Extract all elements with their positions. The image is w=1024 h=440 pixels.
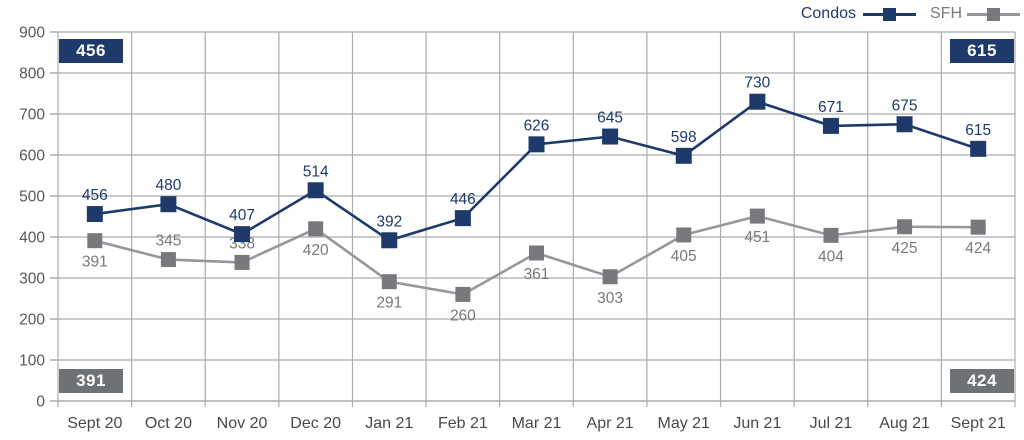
callout-last-sfh: 424 bbox=[950, 369, 1014, 393]
y-tick-label: 800 bbox=[19, 66, 45, 83]
sfh-data-label: 303 bbox=[597, 290, 623, 307]
condos-data-label: 671 bbox=[818, 99, 844, 116]
sfh-marker bbox=[529, 245, 544, 261]
condos-data-label: 514 bbox=[303, 163, 329, 180]
condos-marker bbox=[749, 93, 766, 110]
condos-data-label: 480 bbox=[155, 177, 181, 194]
sfh-marker bbox=[160, 252, 176, 268]
condos-marker bbox=[381, 232, 398, 249]
sfh-data-label: 404 bbox=[818, 248, 844, 265]
sfh-marker bbox=[897, 219, 913, 235]
y-tick-label: 300 bbox=[19, 271, 45, 288]
sfh-data-label: 424 bbox=[965, 240, 991, 257]
condos-data-label: 407 bbox=[229, 207, 255, 224]
condos-marker bbox=[675, 147, 692, 164]
sfh-marker bbox=[676, 227, 692, 243]
sfh-data-label: 391 bbox=[82, 254, 108, 271]
x-tick-label: Dec 20 bbox=[290, 415, 341, 432]
x-tick-label: Feb 21 bbox=[438, 415, 488, 432]
y-tick-label: 400 bbox=[19, 230, 45, 247]
condos-data-label: 598 bbox=[671, 129, 697, 146]
y-tick-label: 700 bbox=[19, 107, 45, 124]
sfh-marker bbox=[823, 227, 839, 243]
condos-marker bbox=[602, 128, 619, 145]
condos-legend-marker-icon bbox=[863, 7, 916, 21]
sfh-data-label: 345 bbox=[155, 233, 181, 250]
sfh-data-label: 451 bbox=[744, 229, 770, 246]
y-tick-label: 200 bbox=[19, 312, 45, 329]
sfh-marker bbox=[749, 208, 765, 224]
condos-marker bbox=[528, 136, 545, 153]
condos-data-label: 456 bbox=[82, 187, 108, 204]
sfh-marker bbox=[455, 286, 471, 302]
sfh-marker bbox=[381, 274, 397, 290]
condos-data-label: 675 bbox=[892, 97, 918, 114]
sfh-data-label: 420 bbox=[303, 242, 329, 259]
x-tick-label: Apr 21 bbox=[587, 415, 634, 432]
sfh-marker bbox=[970, 219, 986, 235]
y-tick-label: 500 bbox=[19, 189, 45, 206]
condos-data-label: 392 bbox=[376, 213, 402, 230]
x-tick-label: May 21 bbox=[657, 415, 710, 432]
condos-marker bbox=[896, 116, 913, 133]
condos-data-label: 446 bbox=[450, 191, 476, 208]
x-tick-label: Sept 20 bbox=[67, 415, 122, 432]
condos-marker bbox=[160, 196, 177, 213]
x-tick-label: Oct 20 bbox=[145, 415, 192, 432]
sfh-data-label: 405 bbox=[671, 248, 697, 265]
legend-label-sfh: SFH bbox=[930, 5, 962, 22]
sfh-marker bbox=[308, 221, 324, 237]
condos-marker bbox=[454, 210, 471, 227]
condos-data-label: 615 bbox=[965, 122, 991, 139]
sfh-marker bbox=[87, 233, 103, 249]
condos-data-label: 730 bbox=[744, 75, 770, 92]
x-tick-label: Sept 21 bbox=[951, 415, 1006, 432]
condos-marker bbox=[234, 226, 251, 243]
x-tick-label: Jul 21 bbox=[810, 415, 853, 432]
x-tick-label: Jun 21 bbox=[733, 415, 781, 432]
sfh-legend-marker-icon bbox=[967, 7, 1020, 21]
sfh-data-label: 361 bbox=[524, 266, 550, 283]
sfh-data-label: 260 bbox=[450, 307, 476, 324]
sfh-marker bbox=[602, 269, 618, 285]
condos-data-label: 645 bbox=[597, 110, 623, 127]
x-tick-label: Nov 20 bbox=[217, 415, 268, 432]
condos-marker bbox=[822, 117, 839, 134]
y-tick-label: 600 bbox=[19, 148, 45, 165]
x-tick-label: Aug 21 bbox=[879, 415, 930, 432]
x-tick-label: Jan 21 bbox=[365, 415, 413, 432]
condos-marker bbox=[86, 206, 103, 223]
callout-first-condos: 456 bbox=[59, 39, 123, 63]
y-tick-label: 0 bbox=[36, 394, 45, 411]
sfh-data-label: 291 bbox=[376, 295, 402, 312]
y-tick-label: 900 bbox=[19, 25, 45, 42]
condos-marker bbox=[970, 140, 987, 157]
y-tick-label: 100 bbox=[19, 353, 45, 370]
callout-first-sfh: 391 bbox=[59, 369, 123, 393]
legend-label-condos: Condos bbox=[800, 5, 856, 22]
condos-data-label: 626 bbox=[524, 117, 550, 134]
callout-last-condos: 615 bbox=[950, 39, 1014, 63]
sfh-marker bbox=[234, 254, 250, 270]
sfh-data-label: 425 bbox=[892, 240, 918, 257]
condos-marker bbox=[307, 182, 324, 199]
x-tick-label: Mar 21 bbox=[512, 415, 562, 432]
legend: Condos SFH bbox=[801, 5, 1020, 23]
